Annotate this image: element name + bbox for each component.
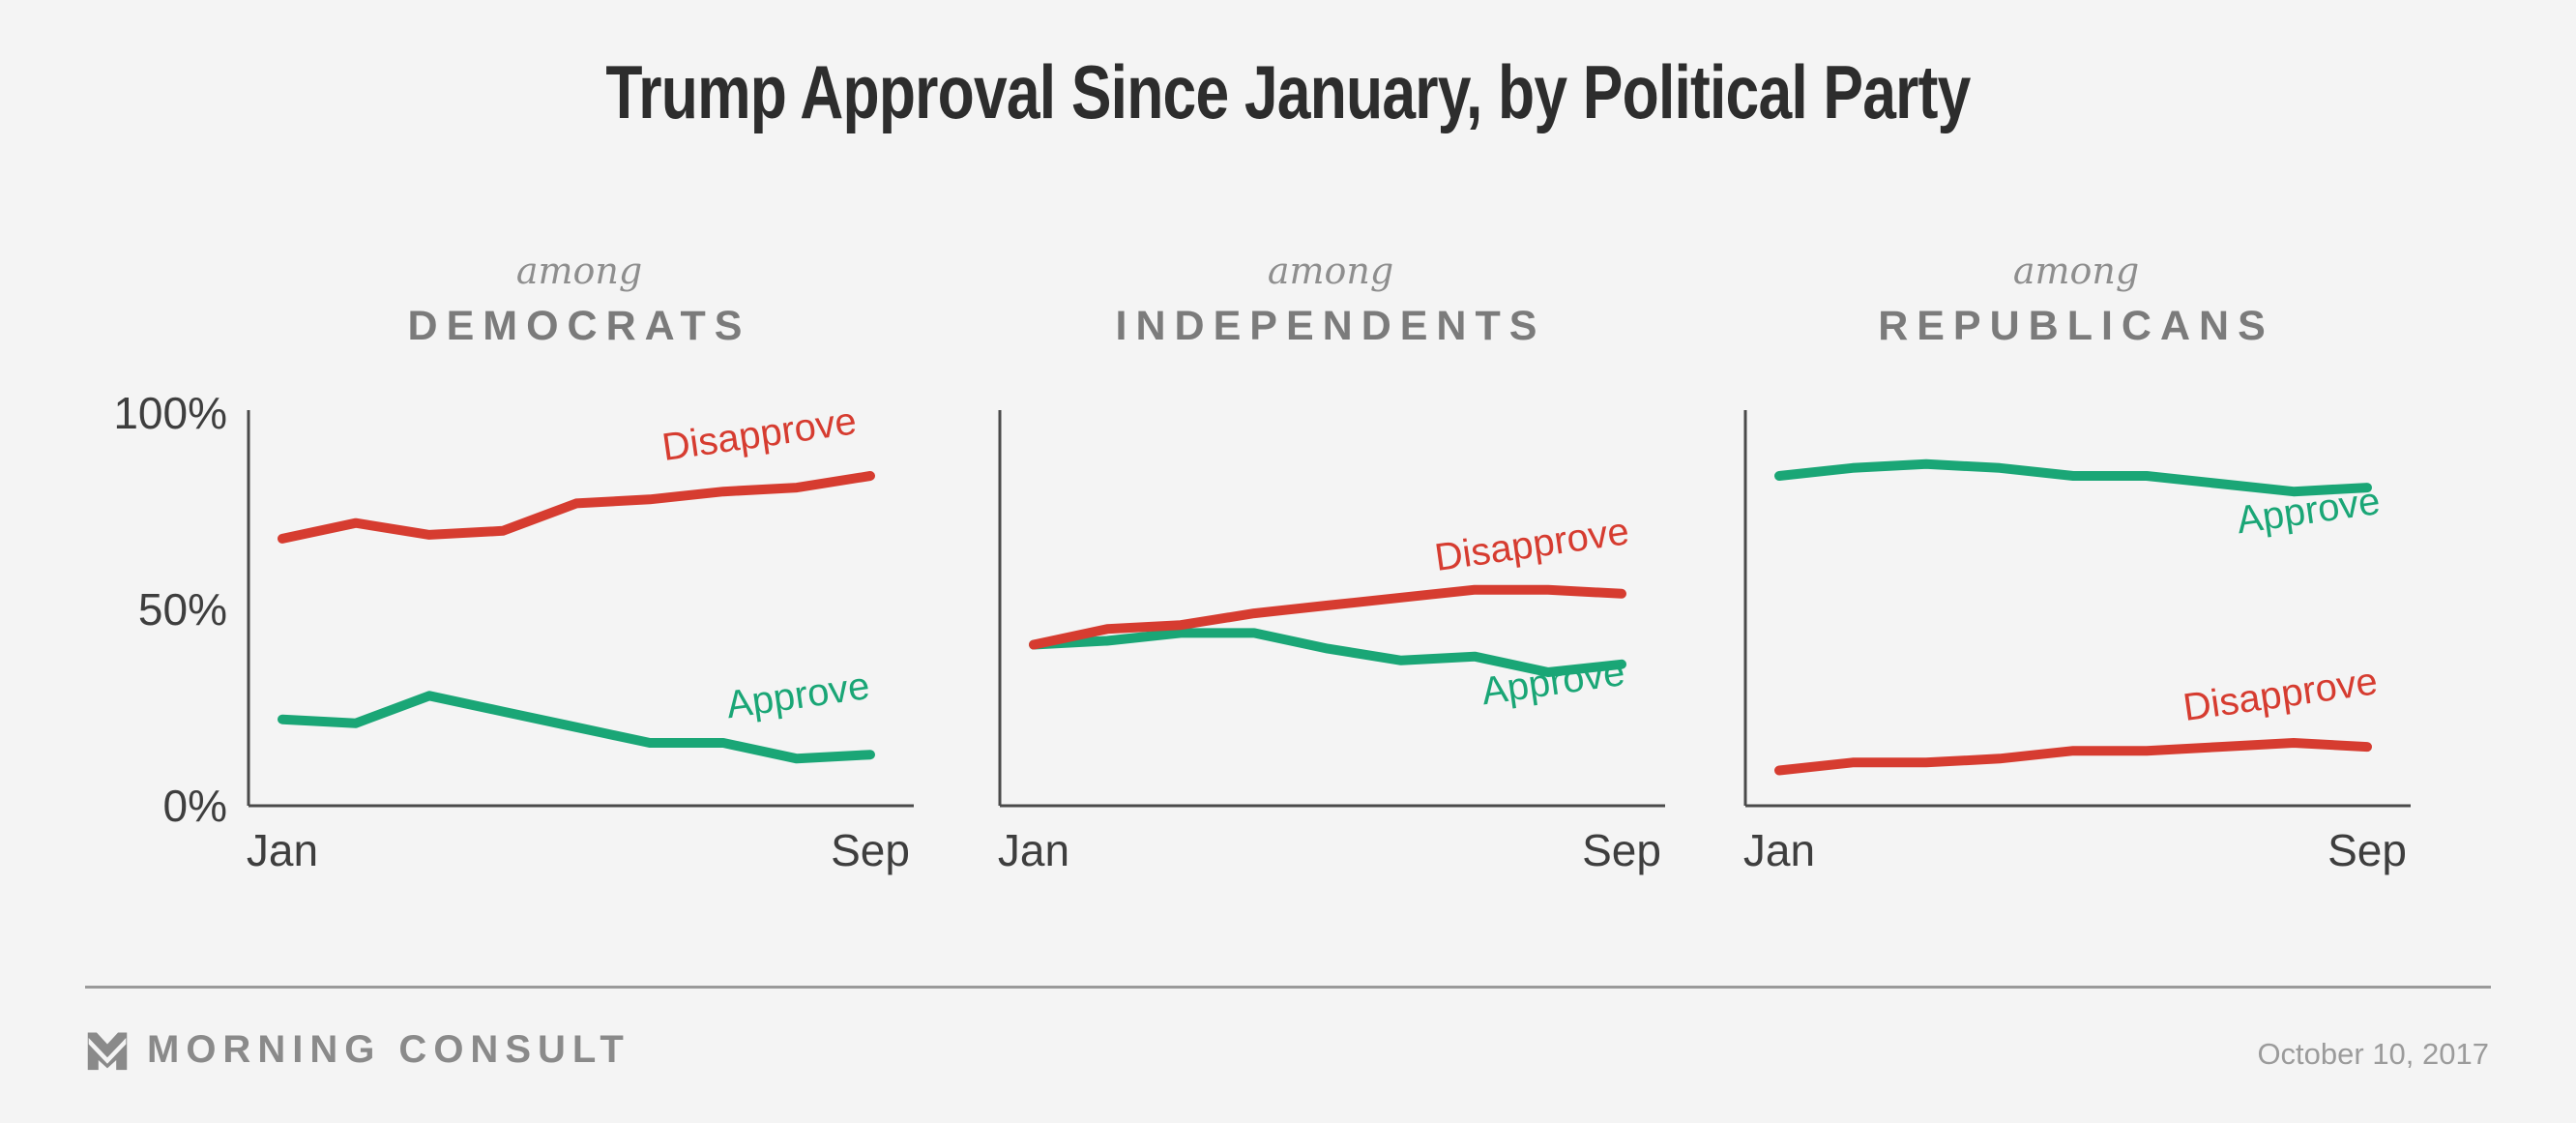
among-label: among: [2012, 250, 2140, 292]
party-label-republicans: REPUBLICANS: [1878, 302, 2274, 349]
party-label-democrats: DEMOCRATS: [407, 302, 751, 349]
republicans-chart: Jan Sep Approve Disapprove: [1581, 387, 2432, 932]
morning-consult-m-logo-icon: [87, 1032, 128, 1071]
y-tick-label: 0%: [163, 781, 227, 831]
x-tick-label: Jan: [1743, 825, 1815, 875]
democrats-chart: 100% 50% 0% Jan Sep Approve Disapprove: [84, 387, 935, 932]
disapprove-label: Disapprove: [2181, 660, 2380, 729]
panel-header-independents: among INDEPENDENTS: [1002, 250, 1659, 351]
disapprove-line: [1774, 738, 2372, 776]
independents-chart: Jan Sep Approve Disapprove: [835, 387, 1686, 932]
x-tick-label: Sep: [1582, 825, 1661, 875]
chart-title: Trump Approval Since January, by Politic…: [0, 48, 2576, 136]
x-tick-label: Sep: [2327, 825, 2407, 875]
approve-line: [1774, 458, 2372, 497]
footer-brand: MORNING CONSULT: [85, 1027, 630, 1072]
panel-democrats: among DEMOCRATS 100% 50% 0% Jan Sep Approve Di…: [84, 242, 935, 932]
x-tick-label: Sep: [831, 825, 910, 875]
approve-line: [1029, 628, 1626, 677]
panel-header-democrats: among DEMOCRATS: [250, 250, 908, 351]
footer-date: October 10, 2017: [2257, 1037, 2489, 1071]
approve-line: [278, 691, 875, 764]
panel-republicans: among REPUBLICANS Jan Sep Approve Disapprov…: [1581, 242, 2432, 932]
x-tick-label: Jan: [247, 825, 318, 875]
panel-header-republicans: among REPUBLICANS: [1747, 250, 2405, 351]
among-label: among: [1267, 250, 1394, 292]
y-tick-label: 100%: [113, 388, 227, 438]
panel-independents: among INDEPENDENTS Jan Sep Approve Disappro…: [835, 242, 1686, 932]
chart-title-text: Trump Approval Since January, by Politic…: [605, 49, 1971, 134]
disapprove-label: Disapprove: [659, 399, 859, 469]
footer-divider: [85, 986, 2491, 989]
among-label: among: [515, 250, 643, 292]
y-tick-label: 50%: [138, 584, 227, 635]
x-tick-label: Jan: [998, 825, 1069, 875]
disapprove-line: [1029, 584, 1626, 650]
party-label-independents: INDEPENDENTS: [1115, 302, 1546, 349]
disapprove-line: [278, 471, 875, 544]
brand-name: MORNING CONSULT: [147, 1027, 630, 1071]
